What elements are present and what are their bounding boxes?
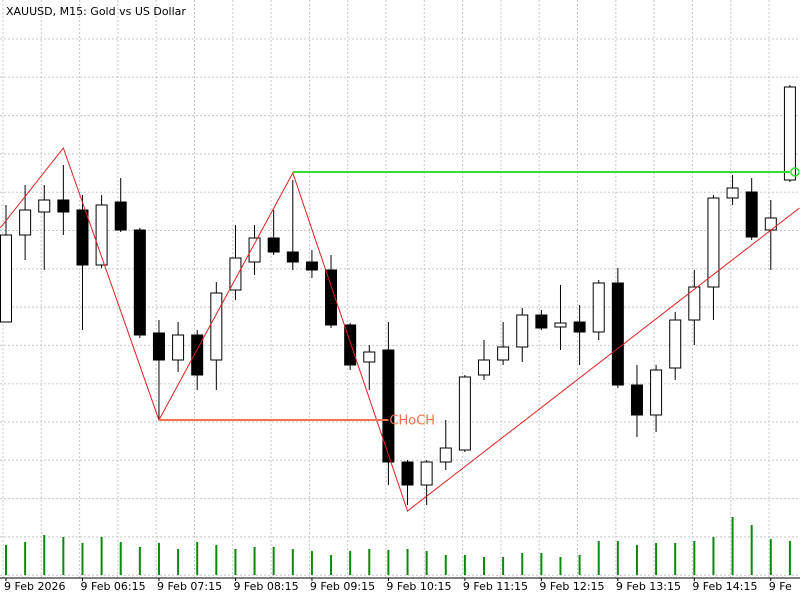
candle-body [573,321,586,333]
candle-body [707,197,720,288]
candle-body [516,314,529,348]
x-tick-label: 9 Feb 13:15 [616,580,681,593]
candle-body [726,187,739,199]
candle-body [497,346,510,361]
candle-body [630,384,643,416]
candle-body [650,369,663,416]
candle-body [344,324,357,366]
x-tick-label: 9 Feb 07:15 [157,580,222,593]
candle-body [478,359,490,376]
x-tick-label: 9 Feb 10:15 [386,580,451,593]
x-tick-label: 9 Feb 09:15 [310,580,375,593]
candle-body [267,237,280,253]
candle-body [439,447,452,463]
candle-body [363,351,376,363]
candle-body [401,461,414,486]
candle-body [745,191,758,238]
candle-body [229,257,242,291]
level-marker [790,167,800,177]
candle-body [535,314,548,329]
candle-body [57,199,70,213]
candle-body [133,229,146,336]
candle-body [286,251,299,263]
x-tick-label: 9 Fe [769,580,792,593]
x-tick-label: 9 Feb 06:15 [80,580,145,593]
x-tick-label: 9 Feb 2026 [4,580,65,593]
x-tick-label: 9 Feb 14:15 [692,580,757,593]
chart-title: XAUUSD, M15: Gold vs US Dollar [6,5,186,18]
candle-body [592,282,605,333]
candle-body [114,201,127,231]
candle-body [95,204,108,266]
x-tick-label: 9 Feb 11:15 [463,580,528,593]
candle-body [325,269,338,326]
candle-body [764,217,777,231]
x-tick-label: 9 Feb 08:15 [233,580,298,593]
candle-body [248,237,261,263]
candle-body [305,261,318,271]
candle-body [38,199,51,213]
candle-body [554,322,567,328]
candle-body [382,349,395,463]
candle-body [611,282,624,386]
x-tick-label: 9 Feb 12:15 [539,580,604,593]
candle-body [76,209,89,266]
choch-label: CHoCH [389,414,435,429]
zigzag-line [0,146,800,512]
candle-body [420,461,433,486]
candle-body [152,332,165,361]
candle-body [210,292,223,361]
candle-body [783,86,796,181]
candle-body [191,334,204,376]
candle-body [172,334,185,361]
candle-body [688,286,701,321]
grid-layer [0,0,800,578]
candle-body [0,234,12,323]
candle-body [458,376,471,451]
candle-body [19,209,32,236]
candle-body [669,319,682,369]
